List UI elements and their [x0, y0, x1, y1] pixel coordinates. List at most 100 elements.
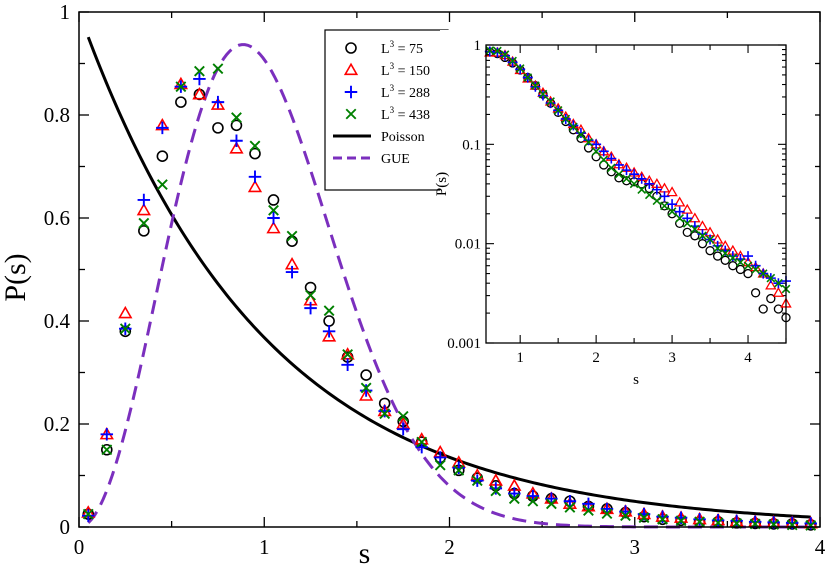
x-marker — [644, 190, 654, 200]
x-marker — [606, 163, 616, 173]
plus-marker — [743, 251, 754, 262]
plus-marker — [575, 128, 586, 139]
x-marker — [268, 204, 279, 216]
y-tick-label: 0.6 — [44, 206, 70, 230]
inset-frame — [485, 44, 787, 344]
x-marker — [690, 224, 700, 234]
x-marker — [751, 265, 760, 274]
x-marker — [698, 231, 707, 241]
inset-x-axis-title: s — [633, 372, 639, 388]
y-tick-label: 0.2 — [44, 412, 70, 436]
x-marker — [614, 169, 624, 179]
circle-marker — [690, 231, 700, 241]
x-marker — [212, 63, 224, 75]
circle-marker — [156, 150, 169, 162]
legend-box — [324, 29, 449, 191]
legend-item: GUE — [333, 152, 410, 167]
x-marker — [622, 174, 631, 184]
triangle-marker — [247, 179, 263, 193]
x-marker — [583, 505, 594, 516]
x-tick-label: 0 — [74, 535, 85, 559]
inset-y-tick-label: 1 — [474, 38, 482, 54]
x-marker — [667, 207, 677, 217]
x-marker — [786, 519, 798, 531]
x-marker — [774, 278, 783, 288]
x-marker — [638, 512, 650, 524]
plus-marker — [82, 509, 95, 522]
legend-label: L3 = 150 — [381, 61, 430, 79]
x-marker — [231, 112, 242, 123]
x-marker — [546, 97, 555, 106]
x-marker — [538, 89, 548, 99]
plus-marker — [644, 178, 655, 189]
triangle-marker — [673, 196, 686, 207]
x-marker — [720, 248, 730, 258]
circle-marker — [345, 42, 357, 54]
y-tick-label: 0.8 — [44, 103, 70, 127]
x-marker — [342, 349, 354, 360]
x-marker — [713, 243, 723, 253]
circle-marker — [766, 293, 776, 304]
x-marker — [553, 105, 563, 115]
x-marker — [728, 253, 738, 263]
triangle-marker — [136, 202, 151, 216]
x-marker — [561, 114, 571, 124]
plus-marker — [304, 301, 317, 315]
x-marker — [584, 137, 593, 147]
plus-marker — [378, 404, 391, 418]
inset-y-axis-title: P(s) — [434, 172, 450, 196]
plus-marker — [598, 146, 609, 157]
x-marker — [490, 485, 502, 497]
legend-label: GUE — [381, 152, 410, 167]
x-marker — [601, 508, 613, 520]
x-marker — [694, 516, 706, 528]
x-marker — [576, 130, 586, 140]
x-tick-label: 2 — [444, 535, 455, 559]
legend: L3 = 75 L3 = 150 L3 = 288 L3 = 438 Poisson GU… — [324, 29, 449, 191]
legend-item: L3 = 438 — [345, 105, 430, 123]
triangle-marker — [772, 286, 785, 297]
x-marker — [434, 459, 446, 471]
plus-marker — [452, 461, 466, 475]
plus-marker — [613, 159, 624, 170]
x-marker — [397, 410, 409, 422]
plus-marker — [682, 213, 693, 224]
x-marker — [620, 510, 631, 522]
triangle-marker — [359, 388, 374, 401]
plus-marker — [674, 206, 685, 217]
legend-item: Poisson — [333, 130, 425, 145]
plus-marker — [137, 193, 151, 207]
x-marker — [101, 444, 113, 456]
circle-marker — [100, 443, 113, 456]
inset-x-tick-label: 4 — [744, 350, 752, 366]
plus-marker — [433, 451, 447, 464]
x-axis-title: s — [359, 537, 371, 569]
plus-marker — [636, 173, 647, 184]
plus-marker — [629, 169, 640, 180]
legend-label: L3 = 438 — [381, 105, 430, 123]
x-marker — [508, 493, 520, 505]
plus-marker — [659, 191, 670, 202]
plus-marker — [727, 251, 738, 262]
x-marker — [568, 122, 578, 132]
circle-marker — [230, 119, 243, 132]
plus-marker — [621, 165, 632, 176]
plus-marker — [230, 134, 243, 147]
x-marker — [758, 269, 768, 278]
plus-marker — [606, 153, 617, 164]
circle-marker — [667, 209, 677, 219]
x-marker — [527, 495, 539, 507]
plus-marker — [322, 325, 336, 338]
circle-marker — [697, 239, 708, 249]
inset-y-tick-label: 0.1 — [462, 137, 481, 153]
x-marker — [531, 81, 540, 90]
legend-item: L3 = 75 — [345, 39, 423, 57]
inset-plot: 1 2 3 4 0.001 0.01 0.1 1 s P(s) — [434, 30, 815, 395]
triangle-marker — [210, 97, 226, 110]
x-marker — [805, 520, 817, 531]
y-tick-label: 0 — [60, 515, 71, 539]
x-marker — [138, 217, 150, 229]
plus-marker — [693, 513, 706, 526]
circle-marker — [267, 194, 280, 206]
x-marker — [500, 50, 510, 59]
